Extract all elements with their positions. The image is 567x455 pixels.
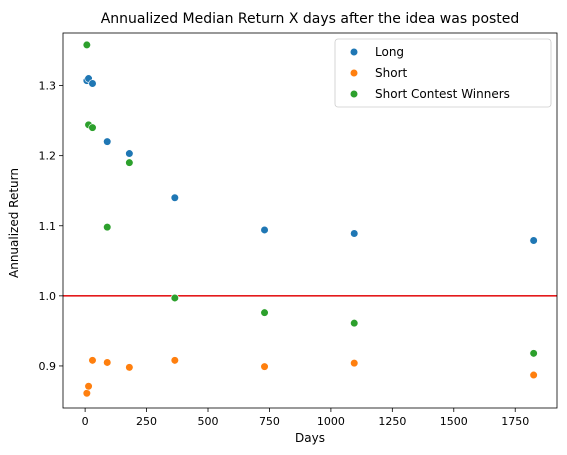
short-point xyxy=(170,356,179,365)
legend-marker-long xyxy=(349,47,359,57)
short-contest-winners-point xyxy=(170,293,179,303)
x-tick-label: 250 xyxy=(136,415,157,428)
plot-frame xyxy=(62,32,558,409)
data-points xyxy=(82,40,538,398)
long-point xyxy=(529,236,538,245)
legend-label-short: Short xyxy=(375,66,407,80)
legend-marker-short xyxy=(349,68,359,78)
y-tick-label: 1.1 xyxy=(39,220,57,233)
y-tick-label: 1.3 xyxy=(39,80,57,93)
axis-ticks: 0 250 500 750 1000 1250 1500 1750 0.9 1.0 1.1 1.2 1.… xyxy=(39,80,530,428)
short-contest-winners-point xyxy=(125,158,134,167)
short-point xyxy=(84,382,93,391)
short-point xyxy=(88,356,97,365)
long-point xyxy=(260,225,269,235)
short-point xyxy=(82,389,91,398)
short-contest-winners-point xyxy=(82,40,91,50)
x-tick-label: 1250 xyxy=(378,415,406,428)
x-tick-label: 0 xyxy=(82,415,89,428)
long-point xyxy=(350,229,359,238)
short-point xyxy=(125,363,134,372)
short-contest-winners-point xyxy=(350,319,359,328)
long-point xyxy=(103,137,112,146)
x-tick-label: 750 xyxy=(259,415,280,428)
short-point xyxy=(103,358,112,367)
x-axis-label: Days xyxy=(295,431,325,445)
long-point xyxy=(125,149,134,158)
x-tick-label: 1000 xyxy=(317,415,345,428)
legend-marker-short-contest-winners xyxy=(349,89,359,99)
chart-title: Annualized Median Return X days after th… xyxy=(101,11,520,27)
short-point xyxy=(260,362,269,371)
legend-box xyxy=(334,38,552,108)
legend-label-short-contest-winners: Short Contest Winners xyxy=(375,87,510,101)
y-axis-label: Annualized Return xyxy=(7,168,21,278)
short-contest-winners-point xyxy=(88,123,97,132)
short-contest-winners-point xyxy=(260,308,269,317)
y-tick-label: 1.0 xyxy=(39,290,57,303)
short-point xyxy=(350,359,359,368)
x-tick-label: 1500 xyxy=(440,415,468,428)
y-tick-label: 0.9 xyxy=(39,360,57,373)
short-contest-winners-point xyxy=(103,223,112,232)
legend: Long Short Short Contest Winners xyxy=(334,38,552,108)
legend-label-long: Long xyxy=(375,45,404,59)
long-point xyxy=(88,79,97,88)
x-tick-label: 1750 xyxy=(501,415,529,428)
x-tick-label: 500 xyxy=(198,415,219,428)
long-point xyxy=(170,193,179,202)
short-contest-winners-point xyxy=(529,349,538,358)
y-tick-label: 1.2 xyxy=(39,150,57,163)
short-point xyxy=(529,370,538,380)
